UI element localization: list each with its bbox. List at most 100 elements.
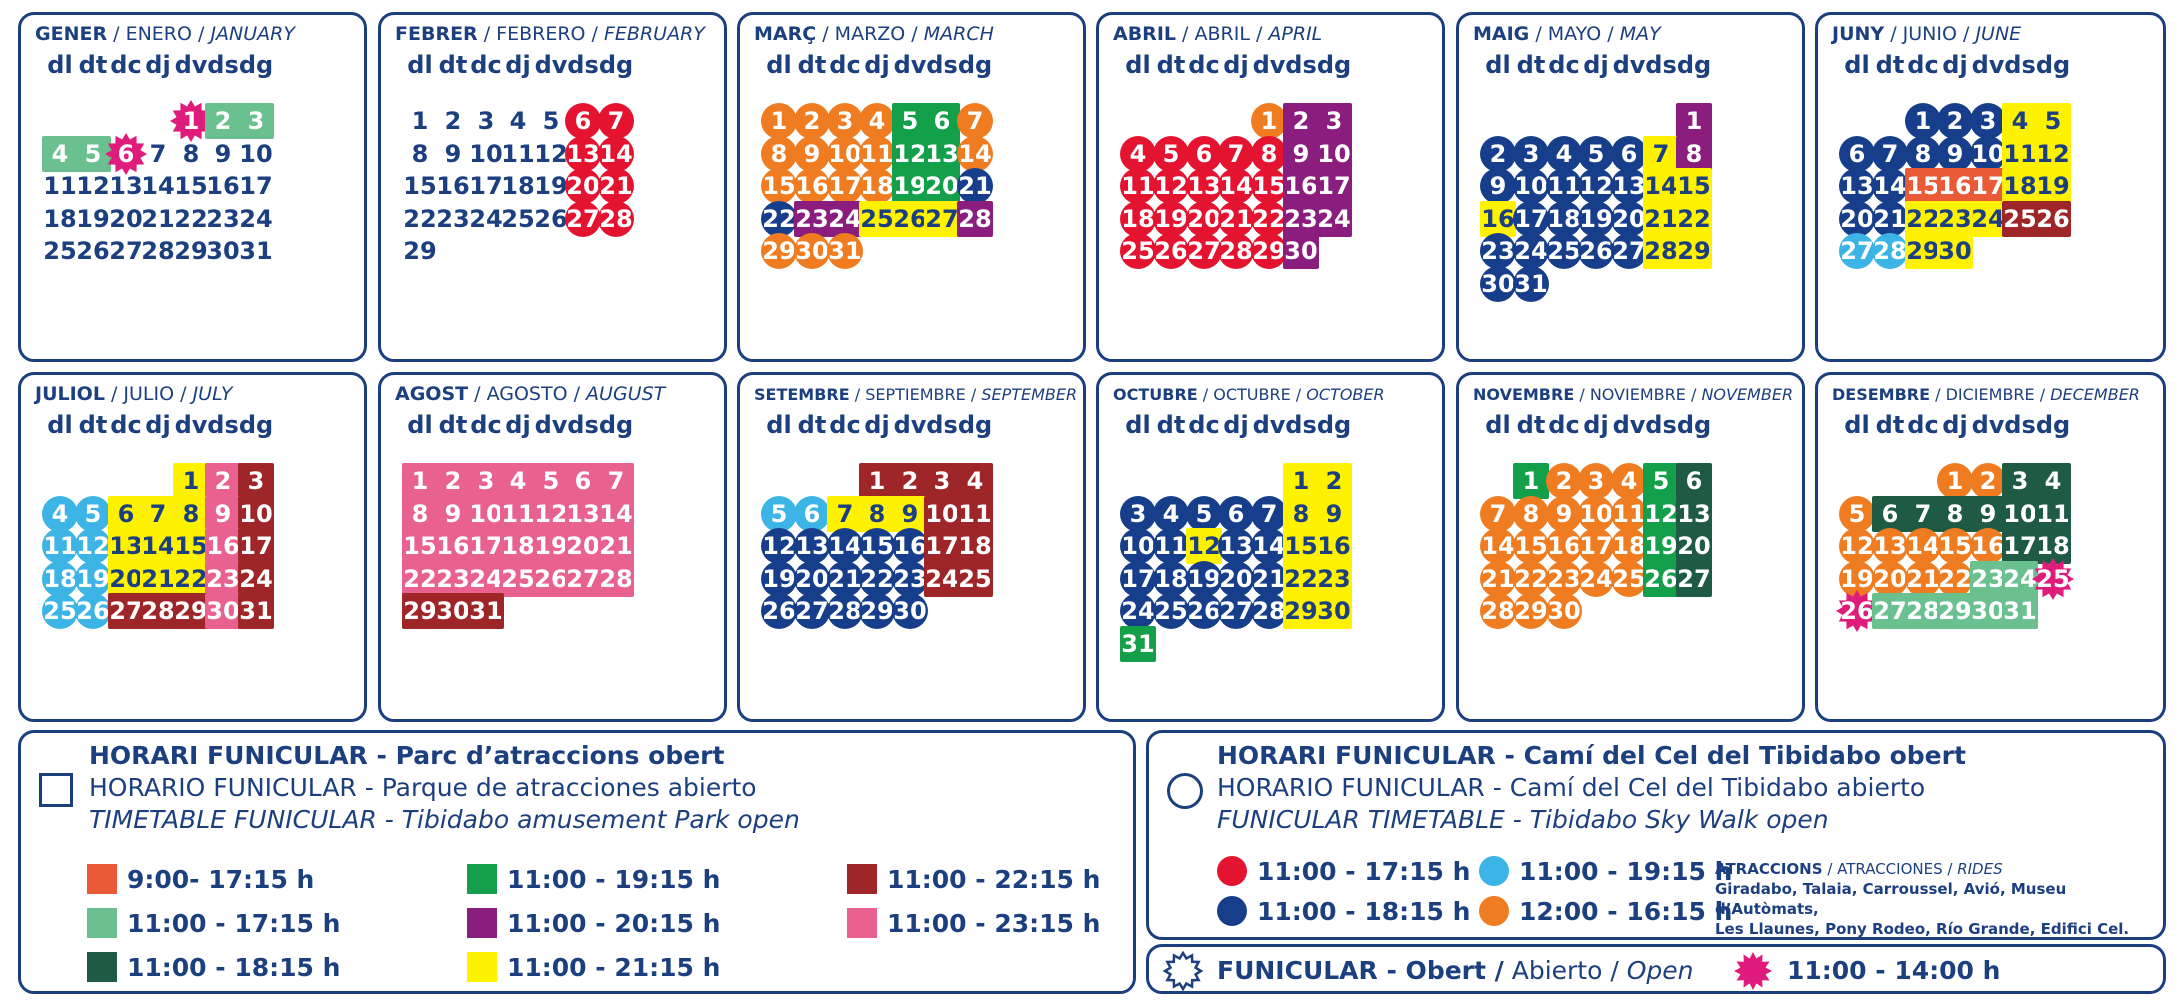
day-cell[interactable]: 11 [501, 139, 535, 168]
day-cell[interactable]: 3 [1513, 135, 1549, 172]
day-cell[interactable]: 24 [468, 560, 504, 597]
day-cell[interactable]: 26 [1186, 593, 1222, 629]
day-cell[interactable]: 24 [1513, 233, 1549, 269]
day-cell[interactable]: 1 [1676, 103, 1712, 139]
day-cell[interactable]: 24 [238, 560, 274, 597]
day-cell[interactable]: 25 [1120, 233, 1156, 269]
day-cell[interactable]: 25 [42, 593, 78, 629]
day-cell[interactable]: 6 [1611, 135, 1647, 172]
day-cell[interactable]: 11 [957, 495, 993, 532]
day-cell[interactable]: 25 [500, 560, 536, 597]
day-cell[interactable]: 6 [1218, 495, 1254, 532]
day-cell[interactable]: 16 [206, 172, 240, 200]
day-cell[interactable]: 14 [957, 135, 993, 172]
day-cell[interactable]: 30 [892, 593, 928, 629]
day-cell[interactable]: 23 [206, 204, 240, 233]
day-cell[interactable]: 3 [924, 463, 960, 499]
day-cell[interactable]: 1 [402, 463, 438, 499]
day-cell[interactable]: 15 [1251, 168, 1287, 204]
day-cell[interactable]: 2 [794, 103, 830, 139]
day-cell[interactable]: 10 [1120, 528, 1156, 564]
day-cell[interactable]: 23 [1970, 560, 2006, 597]
day-cell[interactable]: 11 [859, 135, 895, 172]
day-cell[interactable]: 27 [108, 593, 144, 629]
day-cell[interactable]: 20 [1218, 560, 1254, 597]
day-cell[interactable]: 17 [468, 528, 504, 564]
day-cell[interactable]: 18 [500, 528, 536, 564]
day-cell[interactable]: 13 [109, 172, 143, 200]
day-cell[interactable]: 22 [1937, 560, 1973, 597]
day-cell[interactable]: 10 [1513, 168, 1549, 204]
day-cell[interactable]: 8 [1513, 495, 1549, 532]
day-cell[interactable]: 2 [1316, 463, 1352, 499]
day-cell[interactable]: 28 [1905, 593, 1941, 629]
day-cell[interactable]: 25 [1611, 560, 1647, 597]
day-cell[interactable]: 1 [1937, 463, 1973, 499]
day-cell[interactable]: 27 [1872, 593, 1908, 629]
day-cell[interactable]: 25 [501, 204, 535, 233]
day-cell[interactable]: 12 [1839, 528, 1875, 564]
day-cell[interactable]: 28 [141, 237, 175, 265]
day-cell[interactable]: 9 [1283, 135, 1319, 172]
day-cell[interactable]: 7 [1872, 135, 1908, 172]
day-cell[interactable]: 19 [761, 560, 797, 597]
day-cell[interactable]: 22 [859, 560, 895, 597]
day-cell[interactable]: 31 [827, 233, 863, 269]
day-cell[interactable]: 31 [239, 237, 273, 265]
day-cell[interactable]: 26 [1153, 233, 1189, 269]
day-cell[interactable]: 11 [42, 528, 78, 564]
day-cell[interactable]: 18 [957, 528, 993, 564]
day-cell[interactable]: 13 [1218, 528, 1254, 564]
day-cell[interactable]: 11 [1120, 168, 1156, 204]
day-cell[interactable]: 5 [75, 495, 111, 532]
day-cell[interactable]: 30 [435, 593, 471, 629]
day-cell[interactable]: 5 [1643, 463, 1679, 499]
day-cell[interactable]: 8 [402, 495, 438, 532]
day-cell[interactable]: 15 [174, 172, 208, 200]
day-cell[interactable]: 7 [149, 139, 167, 168]
day-cell[interactable]: 9 [794, 135, 830, 172]
day-cell[interactable]: 12 [761, 528, 797, 564]
day-cell[interactable]: 31 [1120, 625, 1156, 662]
day-cell[interactable]: 3 [238, 103, 274, 139]
day-cell[interactable]: 29 [1283, 593, 1319, 629]
day-cell[interactable]: 21 [957, 168, 993, 204]
day-cell[interactable]: 28 [1251, 593, 1287, 629]
day-cell[interactable]: 7 [1643, 135, 1679, 172]
day-cell[interactable]: 3 [827, 103, 863, 139]
day-cell[interactable]: 22 [403, 204, 437, 233]
day-cell[interactable]: 27 [109, 237, 143, 265]
day-cell[interactable]: 24 [1120, 593, 1156, 629]
day-cell[interactable]: 19 [1578, 200, 1614, 237]
day-cell[interactable]: 26 [1643, 560, 1679, 597]
day-cell[interactable]: 13 [794, 528, 830, 564]
day-cell[interactable]: 15 [402, 528, 438, 564]
day-cell[interactable]: 15 [403, 172, 437, 200]
day-cell[interactable]: 29 [174, 237, 208, 265]
day-cell[interactable]: 20 [1611, 200, 1647, 237]
day-cell[interactable]: 16 [1937, 168, 1973, 204]
day-cell[interactable]: 5 [533, 463, 569, 499]
day-cell[interactable]: 4 [500, 463, 536, 499]
day-cell[interactable]: 16 [892, 528, 928, 564]
day-cell[interactable]: 24 [1578, 560, 1614, 597]
day-cell[interactable]: 27 [794, 593, 830, 629]
day-cell[interactable]: 23 [1546, 560, 1582, 597]
day-cell[interactable]: 29 [1905, 233, 1941, 269]
day-cell[interactable]: 26 [534, 204, 568, 233]
day-cell[interactable]: 6 [1872, 495, 1908, 532]
day-cell[interactable]: 20 [1676, 528, 1712, 564]
day-cell[interactable]: 2 [205, 463, 241, 499]
day-cell[interactable]: 4 [1546, 135, 1582, 172]
day-cell[interactable]: 4 [42, 135, 78, 172]
day-cell[interactable]: 6 [104, 132, 148, 176]
day-cell[interactable]: 5 [2035, 103, 2071, 139]
day-cell[interactable]: 24 [1970, 200, 2006, 237]
day-cell[interactable]: 27 [1839, 233, 1875, 269]
day-cell[interactable]: 8 [411, 139, 429, 168]
day-cell[interactable]: 29 [1937, 593, 1973, 629]
day-cell[interactable]: 21 [598, 168, 634, 204]
day-cell[interactable]: 22 [1513, 560, 1549, 597]
day-cell[interactable]: 29 [1513, 593, 1549, 629]
day-cell[interactable]: 7 [957, 103, 993, 139]
